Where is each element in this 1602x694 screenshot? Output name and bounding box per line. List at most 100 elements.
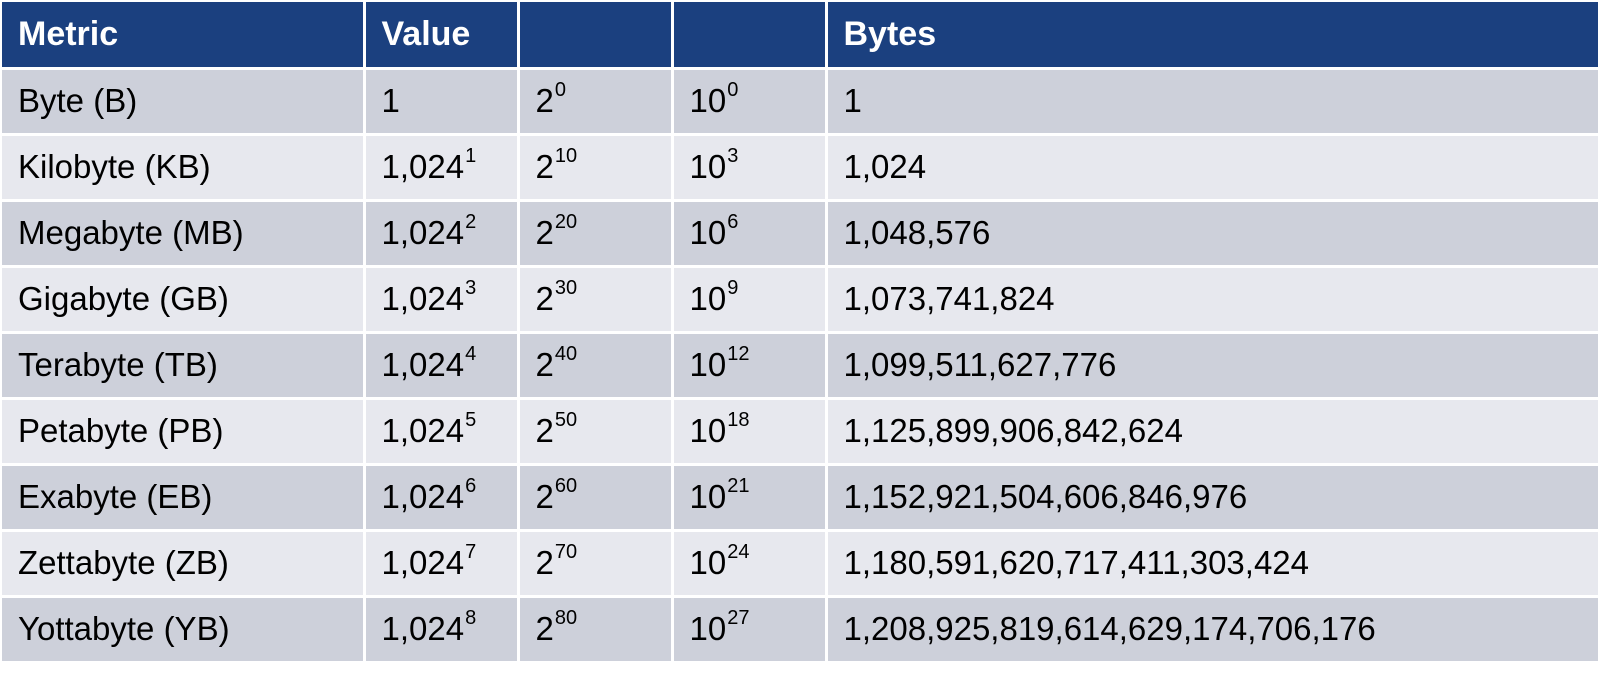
value-base: 1,024 xyxy=(381,412,465,449)
bytes-cell: 1 xyxy=(826,68,1598,136)
value-cell: 1,0248 xyxy=(364,596,520,664)
pow2-exponent: 50 xyxy=(554,409,578,431)
byte-units-table: Metric Value Bytes Byte (B) 1 20 100 1 K… xyxy=(2,2,1598,664)
pow2-base: 2 xyxy=(535,610,554,647)
value-cell: 1,0241 xyxy=(364,134,520,202)
value-cell: 1,0242 xyxy=(364,200,520,268)
metric-cell: Petabyte (PB) xyxy=(2,398,366,466)
bytes-cell: 1,125,899,906,842,624 xyxy=(826,398,1598,466)
power-of-two-cell: 250 xyxy=(518,398,674,466)
table-row: Terabyte (TB) 1,0244 240 1012 1,099,511,… xyxy=(2,332,1598,400)
table-row: Petabyte (PB) 1,0245 250 1018 1,125,899,… xyxy=(2,398,1598,466)
power-of-ten-cell: 1024 xyxy=(672,530,828,598)
value-cell: 1 xyxy=(364,68,520,136)
bytes-cell: 1,048,576 xyxy=(826,200,1598,268)
power-of-ten-cell: 1018 xyxy=(672,398,828,466)
bytes-cell: 1,152,921,504,606,846,976 xyxy=(826,464,1598,532)
header-power-of-ten xyxy=(672,2,828,70)
power-of-ten-cell: 106 xyxy=(672,200,828,268)
pow10-base: 10 xyxy=(689,346,727,383)
pow2-base: 2 xyxy=(535,412,554,449)
value-exponent: 3 xyxy=(465,277,477,299)
value-exponent: 2 xyxy=(465,211,477,233)
value-cell: 1,0246 xyxy=(364,464,520,532)
value-base: 1,024 xyxy=(381,148,465,185)
value-base: 1,024 xyxy=(381,478,465,515)
pow10-exponent: 0 xyxy=(727,79,739,101)
value-exponent: 6 xyxy=(465,475,477,497)
metric-cell: Megabyte (MB) xyxy=(2,200,366,268)
pow10-base: 10 xyxy=(689,82,727,119)
metric-cell: Byte (B) xyxy=(2,68,366,136)
bytes-cell: 1,180,591,620,717,411,303,424 xyxy=(826,530,1598,598)
pow10-base: 10 xyxy=(689,148,727,185)
value-exponent: 5 xyxy=(465,409,477,431)
pow10-exponent: 24 xyxy=(727,541,750,563)
pow2-base: 2 xyxy=(535,148,554,185)
value-base: 1,024 xyxy=(381,214,465,251)
value-cell: 1,0245 xyxy=(364,398,520,466)
pow2-exponent: 20 xyxy=(554,211,578,233)
metric-cell: Kilobyte (KB) xyxy=(2,134,366,202)
power-of-two-cell: 220 xyxy=(518,200,674,268)
power-of-two-cell: 230 xyxy=(518,266,674,334)
value-base: 1 xyxy=(381,82,400,119)
header-power-of-two xyxy=(518,2,674,70)
metric-cell: Exabyte (EB) xyxy=(2,464,366,532)
pow10-exponent: 18 xyxy=(727,409,750,431)
pow2-exponent: 40 xyxy=(554,343,578,365)
power-of-ten-cell: 1021 xyxy=(672,464,828,532)
table-row: Yottabyte (YB) 1,0248 280 1027 1,208,925… xyxy=(2,596,1598,664)
value-base: 1,024 xyxy=(381,346,465,383)
pow10-exponent: 9 xyxy=(727,277,739,299)
pow2-exponent: 10 xyxy=(554,145,578,167)
pow10-base: 10 xyxy=(689,280,727,317)
value-base: 1,024 xyxy=(381,280,465,317)
pow10-exponent: 6 xyxy=(727,211,739,233)
power-of-two-cell: 210 xyxy=(518,134,674,202)
header-row: Metric Value Bytes xyxy=(2,2,1598,70)
metric-cell: Zettabyte (ZB) xyxy=(2,530,366,598)
metric-cell: Terabyte (TB) xyxy=(2,332,366,400)
power-of-ten-cell: 1012 xyxy=(672,332,828,400)
power-of-two-cell: 270 xyxy=(518,530,674,598)
pow10-exponent: 21 xyxy=(727,475,750,497)
pow2-exponent: 0 xyxy=(554,79,566,101)
value-exponent: 8 xyxy=(465,607,477,629)
pow2-base: 2 xyxy=(535,478,554,515)
value-exponent: 1 xyxy=(465,145,477,167)
power-of-ten-cell: 109 xyxy=(672,266,828,334)
pow10-base: 10 xyxy=(689,412,727,449)
pow2-base: 2 xyxy=(535,280,554,317)
value-cell: 1,0247 xyxy=(364,530,520,598)
metric-cell: Gigabyte (GB) xyxy=(2,266,366,334)
pow10-base: 10 xyxy=(689,214,727,251)
power-of-two-cell: 20 xyxy=(518,68,674,136)
pow2-exponent: 30 xyxy=(554,277,578,299)
table-row: Zettabyte (ZB) 1,0247 270 1024 1,180,591… xyxy=(2,530,1598,598)
bytes-cell: 1,073,741,824 xyxy=(826,266,1598,334)
pow2-base: 2 xyxy=(535,346,554,383)
pow10-base: 10 xyxy=(689,544,727,581)
value-cell: 1,0243 xyxy=(364,266,520,334)
pow10-exponent: 12 xyxy=(727,343,750,365)
bytes-cell: 1,099,511,627,776 xyxy=(826,332,1598,400)
header-value: Value xyxy=(364,2,520,70)
bytes-cell: 1,024 xyxy=(826,134,1598,202)
value-base: 1,024 xyxy=(381,544,465,581)
value-exponent: 7 xyxy=(465,541,477,563)
pow10-exponent: 3 xyxy=(727,145,739,167)
pow2-exponent: 80 xyxy=(554,607,578,629)
pow10-base: 10 xyxy=(689,610,727,647)
table-row: Exabyte (EB) 1,0246 260 1021 1,152,921,5… xyxy=(2,464,1598,532)
value-base: 1,024 xyxy=(381,610,465,647)
pow10-exponent: 27 xyxy=(727,607,750,629)
power-of-ten-cell: 1027 xyxy=(672,596,828,664)
power-of-two-cell: 260 xyxy=(518,464,674,532)
table-row: Megabyte (MB) 1,0242 220 106 1,048,576 xyxy=(2,200,1598,268)
pow10-base: 10 xyxy=(689,478,727,515)
value-exponent: 4 xyxy=(465,343,477,365)
pow2-base: 2 xyxy=(535,82,554,119)
power-of-ten-cell: 103 xyxy=(672,134,828,202)
